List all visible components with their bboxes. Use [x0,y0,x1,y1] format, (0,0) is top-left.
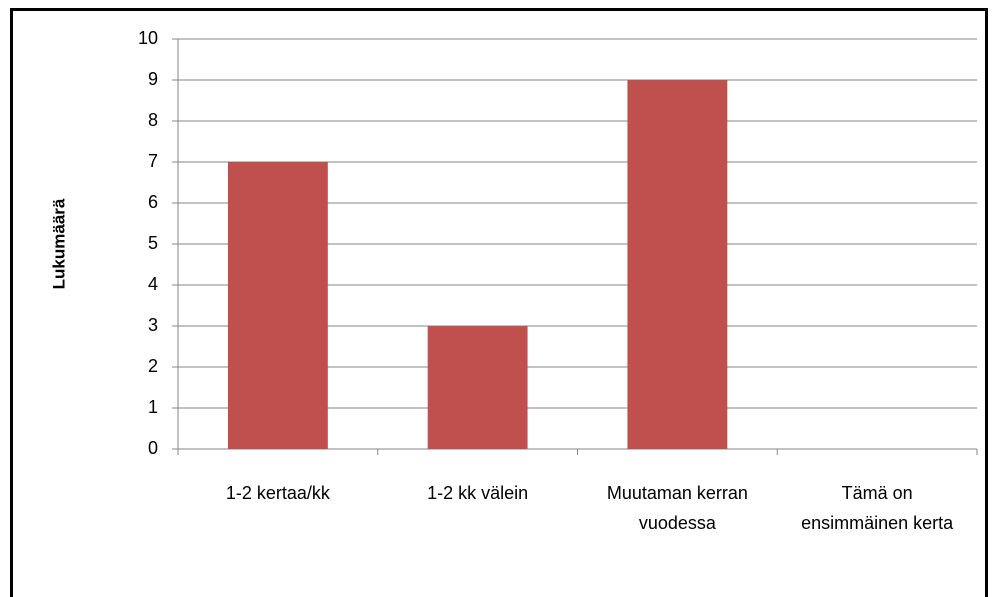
y-tick-label: 8 [148,110,158,130]
bar [627,80,728,449]
bar [427,326,528,449]
y-tick-label: 1 [148,397,158,417]
y-tick-label: 7 [148,151,158,171]
x-tick-label: 1-2 kertaa/kk [225,483,330,503]
y-tick-label: 10 [138,28,158,48]
y-tick-label: 4 [148,274,158,294]
bar [227,162,328,449]
x-tick-label: Tämä on ensimmäinen kerta [801,483,954,533]
y-tick-label: 2 [148,356,158,376]
y-axis-title: Lukumäärä [49,198,68,289]
y-tick-label: 0 [148,438,158,458]
x-tick-label: 1-2 kk välein [427,483,529,503]
y-tick-label: 6 [148,192,158,212]
y-tick-label: 5 [148,233,158,253]
x-tick-label: Muutaman kerran vuodessa [606,483,748,533]
y-tick-label: 3 [148,315,158,335]
chart-frame [10,8,988,597]
y-tick-label: 9 [148,69,158,89]
